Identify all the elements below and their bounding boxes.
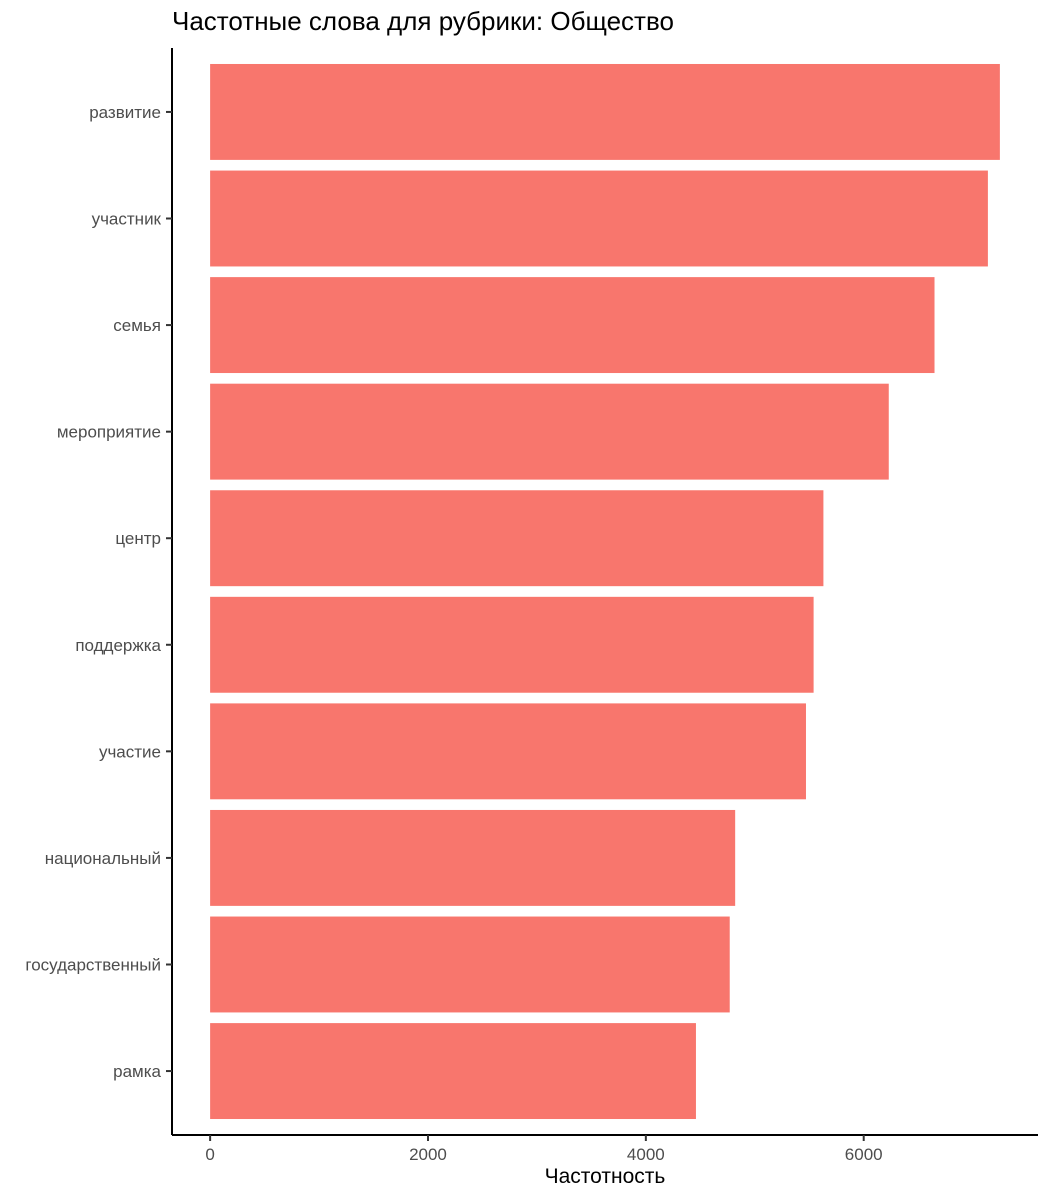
y-tick-label: национальный (45, 849, 161, 868)
y-tick-label: мероприятие (57, 423, 161, 442)
bar-10 (210, 1023, 696, 1120)
x-tick-label: 4000 (627, 1145, 665, 1164)
y-axis: развитие участник семья мероприятие центр под… (25, 48, 173, 1135)
bar-7 (210, 703, 806, 800)
y-tick-label: центр (115, 529, 161, 548)
x-axis: 0 2000 4000 6000 (172, 1134, 1038, 1164)
y-tick-label: участие (99, 742, 161, 761)
bar-3 (210, 277, 935, 374)
y-tick-label: участник (92, 210, 162, 229)
bar-5 (210, 490, 824, 587)
bar-9 (210, 916, 730, 1013)
y-tick-label: поддержка (75, 636, 161, 655)
y-tick-label: рамка (113, 1062, 161, 1081)
bar-8 (210, 809, 736, 906)
y-tick-label: развитие (89, 103, 161, 122)
x-tick-label: 0 (205, 1145, 214, 1164)
x-tick-label: 6000 (845, 1145, 883, 1164)
bar-2 (210, 170, 988, 267)
bar-4 (210, 383, 889, 480)
chart-title: Частотные слова для рубрики: Общество (172, 6, 674, 36)
y-tick-label: государственный (25, 955, 161, 974)
bars-group (210, 63, 1000, 1120)
x-tick-label: 2000 (409, 1145, 447, 1164)
y-tick-label: семья (113, 316, 161, 335)
bar-6 (210, 596, 814, 693)
bar-1 (210, 63, 1000, 160)
x-axis-title: Частотность (545, 1165, 666, 1188)
